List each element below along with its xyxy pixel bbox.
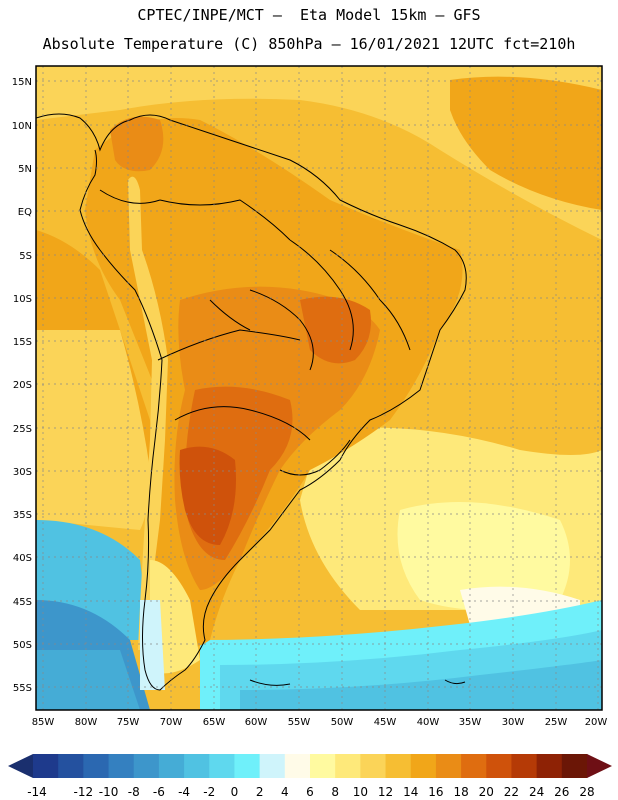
colorbar-swatch <box>209 754 235 778</box>
lon-label: 35W <box>459 717 482 728</box>
colorbar-swatch <box>335 754 361 778</box>
colorbar-label: 2 <box>256 785 264 799</box>
colorbar-label: 6 <box>306 785 314 799</box>
colorbar-label: 4 <box>281 785 289 799</box>
lon-label: 80W <box>75 717 98 728</box>
lat-label: 20S <box>13 380 32 391</box>
map-frame <box>35 65 603 711</box>
lat-label: 25S <box>13 424 32 435</box>
colorbar-swatch <box>108 754 135 778</box>
graticule <box>36 66 602 710</box>
colorbar-label: 12 <box>378 785 393 799</box>
lat-label: EQ <box>18 207 32 218</box>
coastlines <box>36 113 467 691</box>
colorbar-label: 10 <box>353 785 368 799</box>
colorbar-swatch <box>33 754 59 778</box>
temperature-field <box>36 66 602 710</box>
lat-label: 5N <box>18 164 32 175</box>
lon-label: 65W <box>203 717 226 728</box>
colorbar-swatch <box>435 754 462 778</box>
lat-axis: 15N 10N 5N EQ 5S 10S 15S 20S 25S 30S 35S… <box>12 77 32 694</box>
colorbar-label: 16 <box>428 785 443 799</box>
colorbar: -14 -12 -10 -8 -6 -4 -2 0 2 4 6 8 10 12 14 16 18 20 22 24 26… <box>8 754 612 799</box>
lon-label: 20W <box>585 717 608 728</box>
lon-label: 25W <box>545 717 568 728</box>
colorbar-label: 14 <box>403 785 418 799</box>
lat-label: 55S <box>13 683 32 694</box>
colorbar-swatch <box>158 754 185 778</box>
colorbar-right-arrow <box>587 754 612 778</box>
colorbar-swatch <box>58 754 84 778</box>
colorbar-swatch <box>310 754 336 778</box>
colorbar-swatch <box>259 754 286 778</box>
colorbar-swatch <box>511 754 538 778</box>
colorbar-swatch <box>133 754 160 778</box>
lat-label: 40S <box>13 553 32 564</box>
colorbar-swatch <box>284 754 311 778</box>
colorbar-label: -2 <box>203 785 215 799</box>
colorbar-label: 18 <box>453 785 468 799</box>
lat-label: 30S <box>13 467 32 478</box>
lat-label: 45S <box>13 597 32 608</box>
colorbar-swatch <box>184 754 210 778</box>
map-subtitle: Absolute Temperature (C) 850hPa – 16/01/… <box>42 35 576 53</box>
colorbar-swatch <box>536 754 563 778</box>
colorbar-swatch <box>83 754 110 778</box>
map-title: CPTEC/INPE/MCT – Eta Model 15km – GFS <box>137 6 481 24</box>
lon-label: 40W <box>417 717 440 728</box>
colorbar-swatch <box>385 754 412 778</box>
colorbar-label: 28 <box>579 785 594 799</box>
colorbar-swatch <box>486 754 512 778</box>
colorbar-label: -10 <box>99 785 119 799</box>
colorbar-label: 22 <box>504 785 519 799</box>
lon-label: 30W <box>502 717 525 728</box>
lon-label: 50W <box>331 717 354 728</box>
colorbar-swatch <box>360 754 387 778</box>
colorbar-left-arrow <box>8 754 33 778</box>
colorbar-label: 26 <box>554 785 569 799</box>
lat-label: 10S <box>13 294 32 305</box>
colorbar-label: 24 <box>529 785 544 799</box>
lat-label: 15S <box>13 337 32 348</box>
lon-axis: 85W 80W 75W 70W 65W 60W 55W 50W 45W 40W … <box>32 717 608 728</box>
lon-label: 70W <box>160 717 183 728</box>
colorbar-label: -6 <box>153 785 165 799</box>
colorbar-swatch <box>410 754 437 778</box>
lat-label: 5S <box>19 251 32 262</box>
lon-label: 85W <box>32 717 55 728</box>
colorbar-label: -12 <box>74 785 94 799</box>
lon-label: 60W <box>245 717 268 728</box>
colorbar-label: 0 <box>231 785 239 799</box>
colorbar-swatch <box>561 754 588 778</box>
lat-label: 10N <box>12 121 32 132</box>
colorbar-swatch <box>461 754 487 778</box>
lat-label: 50S <box>13 640 32 651</box>
colorbar-label: 20 <box>479 785 494 799</box>
colorbar-label: 8 <box>331 785 339 799</box>
lon-label: 75W <box>117 717 140 728</box>
lat-label: 15N <box>12 77 32 88</box>
colorbar-label: -4 <box>178 785 190 799</box>
lon-label: 55W <box>288 717 311 728</box>
lat-label: 35S <box>13 510 32 521</box>
colorbar-label: -14 <box>27 785 47 799</box>
colorbar-label: -8 <box>128 785 140 799</box>
colorbar-swatch <box>234 754 261 778</box>
lon-label: 45W <box>374 717 397 728</box>
